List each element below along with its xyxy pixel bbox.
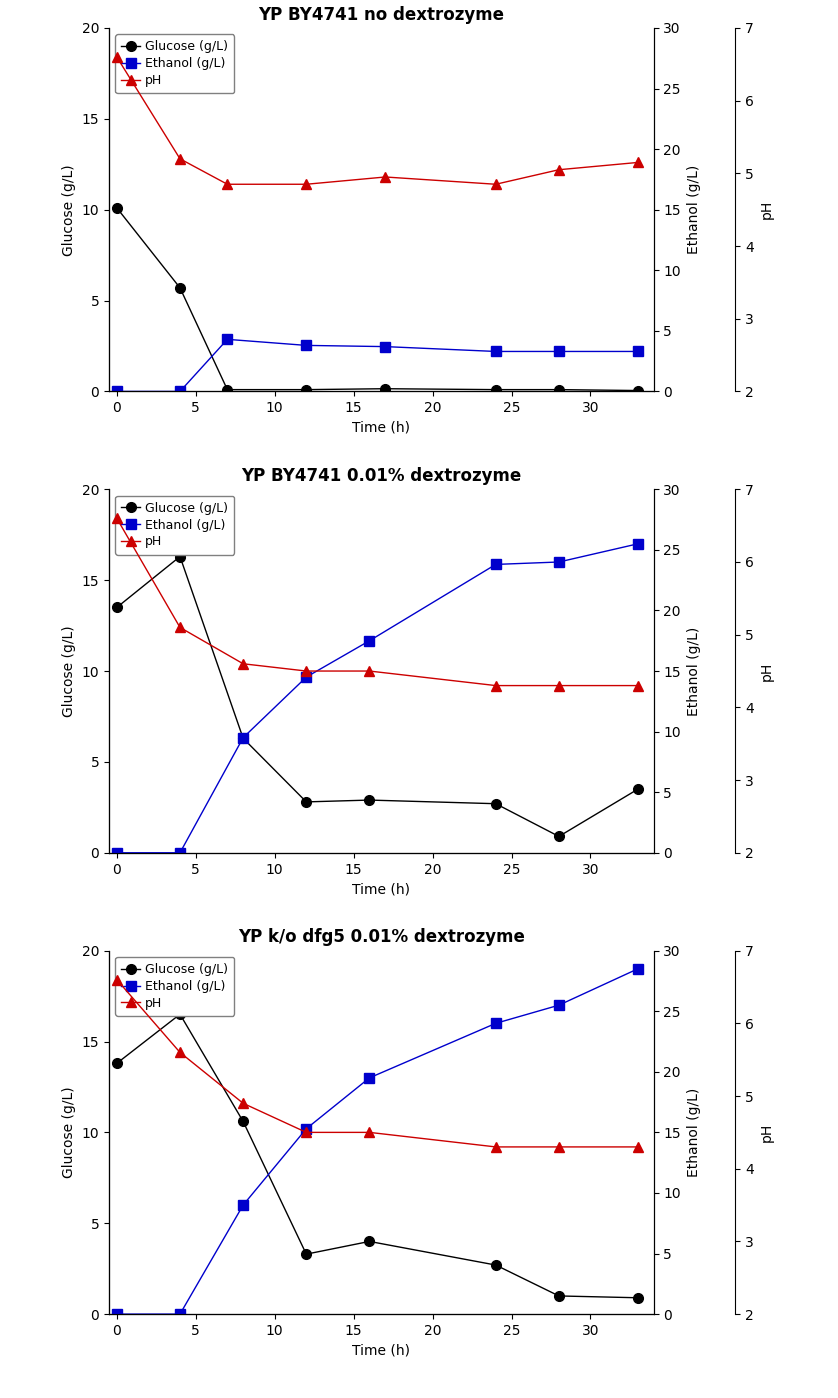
- X-axis label: Time (h): Time (h): [352, 421, 411, 435]
- Legend: Glucose (g/L), Ethanol (g/L), pH: Glucose (g/L), Ethanol (g/L), pH: [115, 956, 235, 1016]
- Legend: Glucose (g/L), Ethanol (g/L), pH: Glucose (g/L), Ethanol (g/L), pH: [115, 495, 235, 555]
- Title: YP BY4741 no dextrozyme: YP BY4741 no dextrozyme: [258, 6, 504, 24]
- Y-axis label: Glucose (g/L): Glucose (g/L): [62, 625, 76, 717]
- Legend: Glucose (g/L), Ethanol (g/L), pH: Glucose (g/L), Ethanol (g/L), pH: [115, 34, 235, 94]
- X-axis label: Time (h): Time (h): [352, 1343, 411, 1357]
- Y-axis label: Glucose (g/L): Glucose (g/L): [62, 164, 76, 256]
- Y-axis label: pH: pH: [759, 661, 773, 681]
- Y-axis label: Ethanol (g/L): Ethanol (g/L): [686, 626, 701, 716]
- Y-axis label: Ethanol (g/L): Ethanol (g/L): [686, 1088, 701, 1177]
- Y-axis label: pH: pH: [759, 1123, 773, 1142]
- Y-axis label: Glucose (g/L): Glucose (g/L): [62, 1086, 76, 1179]
- Y-axis label: pH: pH: [759, 200, 773, 219]
- Y-axis label: Ethanol (g/L): Ethanol (g/L): [686, 165, 701, 254]
- Title: YP k/o dfg5 0.01% dextrozyme: YP k/o dfg5 0.01% dextrozyme: [238, 928, 525, 946]
- Title: YP BY4741 0.01% dextrozyme: YP BY4741 0.01% dextrozyme: [241, 467, 521, 485]
- X-axis label: Time (h): Time (h): [352, 882, 411, 896]
